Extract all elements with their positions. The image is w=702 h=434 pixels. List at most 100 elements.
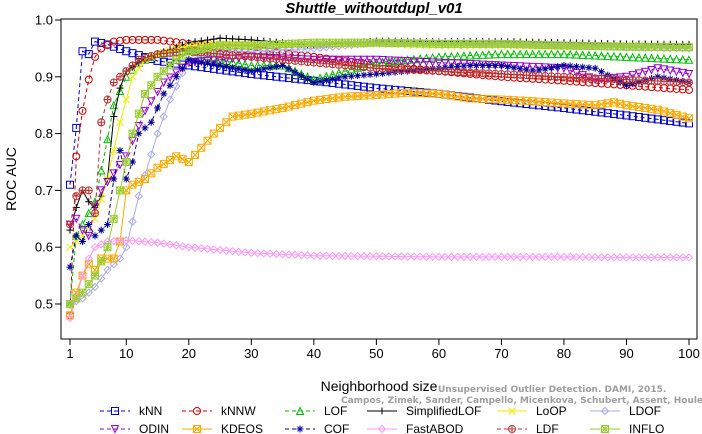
point-ldf-39 (303, 58, 312, 67)
point-simplifiedlof-9 (116, 84, 124, 92)
point-fastabod-9 (115, 236, 125, 245)
point-fastabod-18 (172, 241, 181, 250)
point-inflo-2 (72, 294, 81, 303)
point-inflo-10 (122, 158, 131, 166)
watermark-line-1: Unsupervised Outlier Detection. DAMI, 20… (438, 385, 666, 395)
point-fastabod-24 (209, 245, 219, 254)
point-inflo-6 (97, 257, 106, 266)
point-odin-84 (584, 73, 594, 82)
point-knn-88 (609, 109, 618, 118)
point-cof-64 (460, 62, 468, 70)
point-lof-87 (603, 51, 613, 61)
legend-label-inflo: INFLO (629, 422, 664, 434)
legend-marker-ldf (508, 425, 516, 433)
point-odin-98 (672, 67, 681, 77)
legend-label-knn: kNN (139, 404, 162, 418)
point-inflo-15 (153, 72, 162, 81)
point-knnw-14 (147, 35, 156, 44)
point-lof-83 (578, 50, 588, 59)
point-knn-36 (284, 74, 293, 83)
legend-label-fastabod: FastABOD (406, 422, 464, 434)
point-fastabod-72 (509, 252, 519, 262)
point-inflo-11 (128, 129, 137, 138)
point-odin-35 (278, 54, 287, 63)
point-fastabod-38 (297, 250, 306, 260)
legend-marker-odin (110, 425, 120, 434)
point-lof-75 (528, 49, 537, 59)
point-cof-5 (91, 232, 99, 240)
point-kdeos-95 (653, 105, 662, 114)
y-tick-label-2: 0.7 (35, 183, 53, 198)
point-cof-51 (379, 69, 387, 77)
point-knnw-8 (109, 37, 118, 46)
point-fastabod-36 (284, 250, 294, 259)
point-inflo-23 (203, 43, 212, 52)
point-knnw-2 (72, 152, 81, 161)
point-ldf-28 (234, 51, 243, 60)
point-knn-35 (278, 73, 287, 82)
point-odin-61 (440, 58, 450, 68)
point-lof-89 (615, 52, 625, 61)
point-lof-79 (553, 49, 563, 59)
point-fastabod-90 (622, 253, 631, 262)
point-cof-48 (360, 71, 368, 79)
point-inflo-5 (91, 271, 100, 280)
point-cof-4 (85, 220, 93, 228)
legend-marker-simplifiedlof (378, 407, 386, 415)
point-cof-63 (454, 63, 462, 71)
point-knn-49 (366, 83, 375, 92)
point-knn-83 (578, 106, 587, 115)
point-fastabod-56 (409, 252, 419, 261)
point-cof-32 (260, 65, 268, 73)
point-cof-6 (97, 226, 105, 234)
point-knnw-6 (97, 44, 106, 53)
point-inflo-7 (103, 243, 112, 252)
point-odin-6 (96, 186, 106, 196)
point-odin-67 (478, 60, 487, 70)
point-loop-8 (109, 146, 118, 155)
point-ldof-39 (303, 44, 312, 53)
point-knn-52 (384, 85, 393, 94)
point-inflo-21 (191, 46, 200, 55)
legend-label-knnw: kNNW (221, 404, 256, 418)
point-fastabod-69 (490, 252, 500, 262)
point-cof-17 (166, 81, 174, 89)
point-cof-47 (354, 72, 362, 80)
point-inflo-14 (147, 81, 156, 90)
point-ldof-16 (159, 112, 168, 121)
point-fastabod-68 (484, 252, 494, 262)
point-lof-68 (484, 50, 494, 59)
point-cof-11 (129, 158, 137, 166)
legend-marker-cof (296, 425, 304, 433)
point-odin-53 (390, 56, 400, 66)
point-fastabod-43 (328, 251, 337, 261)
point-ldf-1 (66, 220, 74, 229)
legend-label-cof: COF (324, 422, 349, 434)
point-inflo-3 (78, 288, 87, 297)
point-ldf-100 (685, 78, 693, 87)
point-knn-94 (647, 114, 656, 123)
point-loop-11 (128, 72, 137, 81)
point-fastabod-65 (465, 252, 475, 262)
point-cof-21 (191, 57, 199, 65)
point-cof-49 (366, 71, 374, 79)
point-knnw-16 (159, 36, 168, 45)
point-odin-19 (178, 63, 187, 73)
point-odin-34 (272, 54, 281, 63)
point-fastabod-49 (365, 252, 375, 261)
point-simplifiedlof-25 (216, 34, 224, 42)
point-kdeos-100 (685, 114, 693, 123)
point-knn-45 (341, 80, 350, 89)
point-odin-100 (684, 69, 694, 79)
point-fastabod-33 (265, 249, 275, 258)
x-axis-label: Neighborhood size (321, 378, 438, 394)
point-knnw-15 (153, 35, 162, 44)
point-fastabod-71 (503, 252, 512, 262)
point-fastabod-97 (666, 253, 675, 262)
point-cof-42 (322, 76, 330, 84)
point-fastabod-35 (278, 250, 287, 259)
point-cof-18 (172, 73, 180, 81)
point-cof-83 (579, 63, 587, 71)
point-odin-76 (534, 63, 544, 72)
